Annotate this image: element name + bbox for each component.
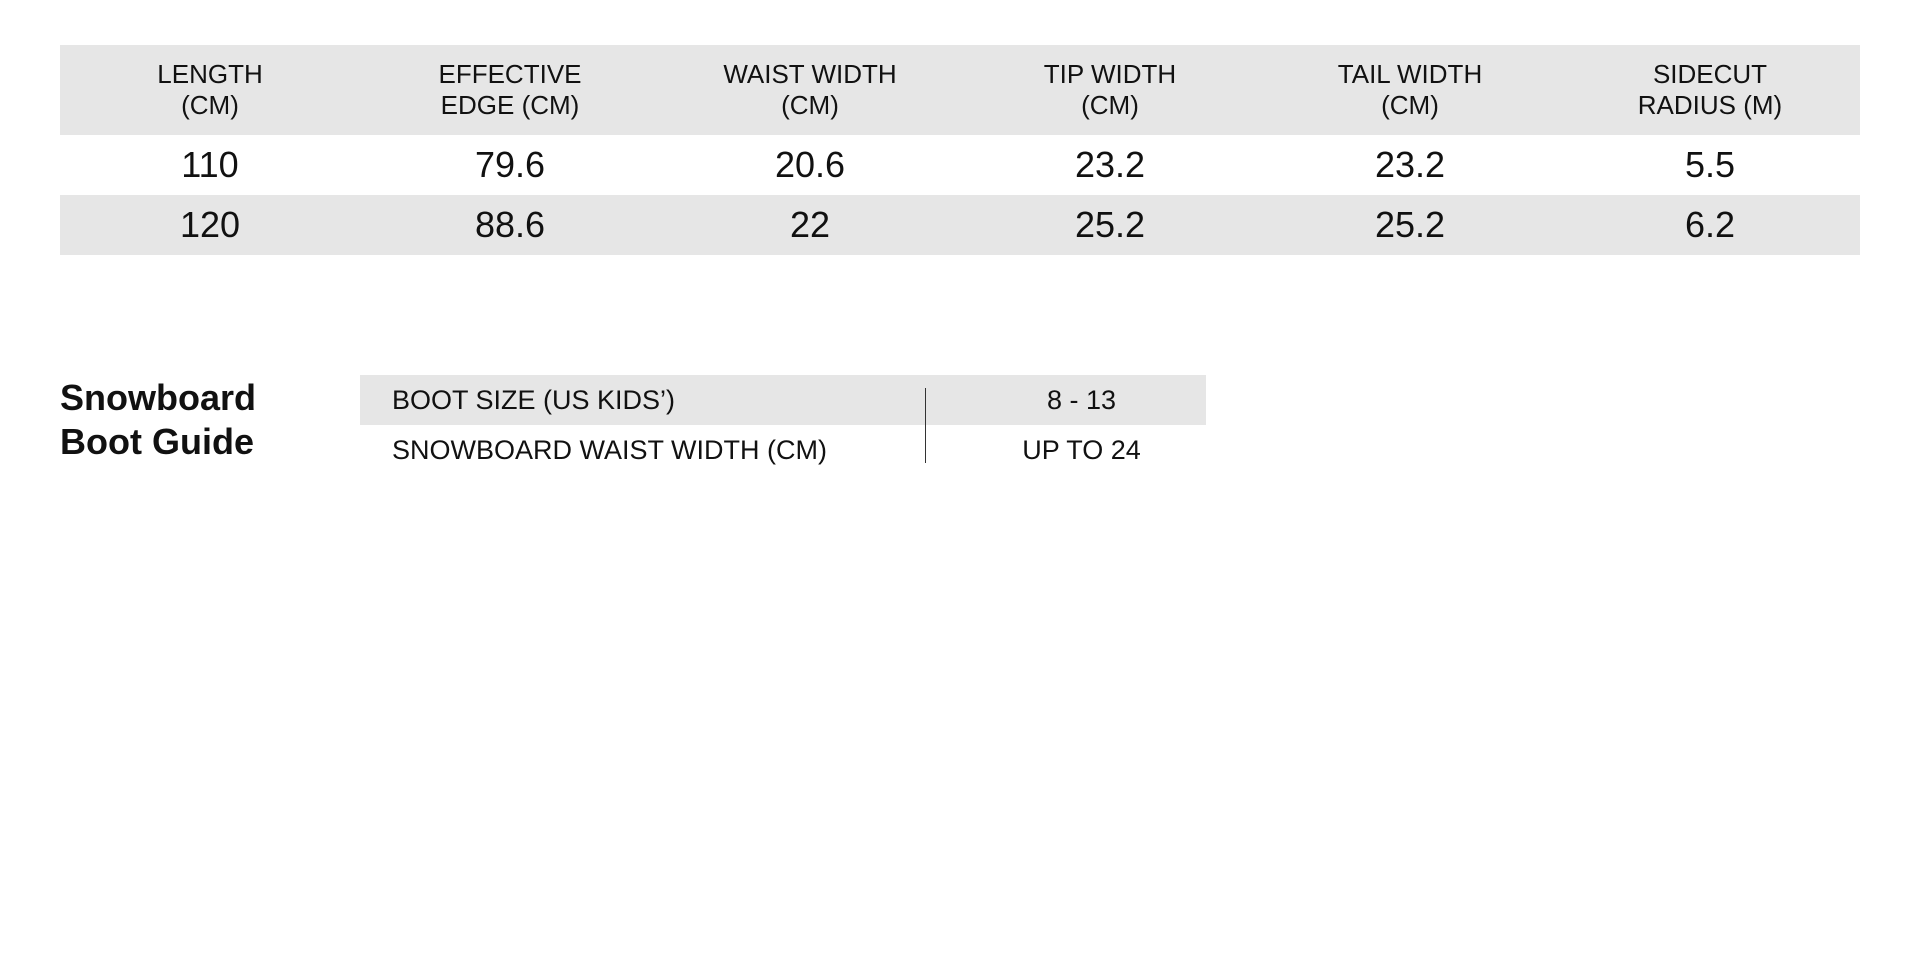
spec-cell: 120 xyxy=(60,195,360,255)
header-line: TAIL WIDTH xyxy=(1337,59,1483,89)
column-header: SIDECUT RADIUS (M) xyxy=(1560,45,1860,135)
spec-row: 110 79.6 20.6 23.2 23.2 5.5 xyxy=(60,135,1860,195)
column-header: LENGTH (CM) xyxy=(60,45,360,135)
header-line: LENGTH xyxy=(157,59,263,89)
spec-cell: 22 xyxy=(660,195,960,255)
column-header: TIP WIDTH (CM) xyxy=(960,45,1260,135)
spec-cell: 79.6 xyxy=(474,144,546,185)
header-line: RADIUS (M) xyxy=(1637,90,1783,120)
header-line: (CM) xyxy=(1381,90,1439,120)
header-row: LENGTH (CM) EFFECTIVE EDGE (CM) WAIST WIDTH(… xyxy=(60,45,1860,135)
spec-cell: 88.6 xyxy=(360,195,660,255)
guide-value: UP TO 24 xyxy=(1022,434,1141,465)
guide-value: 8 - 13 xyxy=(957,375,1206,425)
spec-cell: 23.2 xyxy=(1074,144,1146,185)
spec-cell: 23.2 xyxy=(1374,144,1446,185)
header-line: (CM) xyxy=(181,90,239,120)
title-line: Boot Guide xyxy=(60,421,254,462)
header-line: WAIST WIDTH xyxy=(723,59,897,89)
header-line: EDGE (CM) xyxy=(440,90,580,120)
spec-cell: 5.5 xyxy=(1684,144,1736,185)
header-line: TIP WIDTH xyxy=(1043,59,1177,89)
guide-title: Snowboard Boot Guide xyxy=(60,376,256,464)
spec-row: 120 88.6 22 25.2 25.2 6.2 xyxy=(60,195,1860,255)
column-header: EFFECTIVE EDGE (CM) xyxy=(360,45,660,135)
title-line: Snowboard xyxy=(60,377,256,418)
header-line: (CM) xyxy=(781,90,839,120)
divider xyxy=(925,388,926,463)
guide-label: BOOT SIZE (US KIDS’) xyxy=(360,375,957,425)
spec-table: LENGTH (CM) EFFECTIVE EDGE (CM) WAIST WIDTH(… xyxy=(60,45,1860,255)
header-line: SIDECUT xyxy=(1652,59,1768,89)
guide-row: SNOWBOARD WAIST WIDTH (CM) UP TO 24 xyxy=(360,425,1206,475)
spec-cell: 20.6 xyxy=(774,144,846,185)
spec-cell: 25.2 xyxy=(1260,195,1560,255)
header-line: (CM) xyxy=(1081,90,1139,120)
column-header: WAIST WIDTH (CM) xyxy=(660,45,960,135)
column-header: TAIL WIDTH (CM) xyxy=(1260,45,1560,135)
spec-cell: 6.2 xyxy=(1560,195,1860,255)
header-line: EFFECTIVE xyxy=(438,59,582,89)
spec-cell: 110 xyxy=(181,144,239,185)
guide-label: SNOWBOARD WAIST WIDTH (CM) xyxy=(392,434,827,465)
spec-cell: 25.2 xyxy=(960,195,1260,255)
guide-row: BOOT SIZE (US KIDS’) 8 - 13 xyxy=(360,375,1206,425)
boot-guide-table: BOOT SIZE (US KIDS’) 8 - 13 SNOWBOARD WAIS… xyxy=(360,375,1206,475)
